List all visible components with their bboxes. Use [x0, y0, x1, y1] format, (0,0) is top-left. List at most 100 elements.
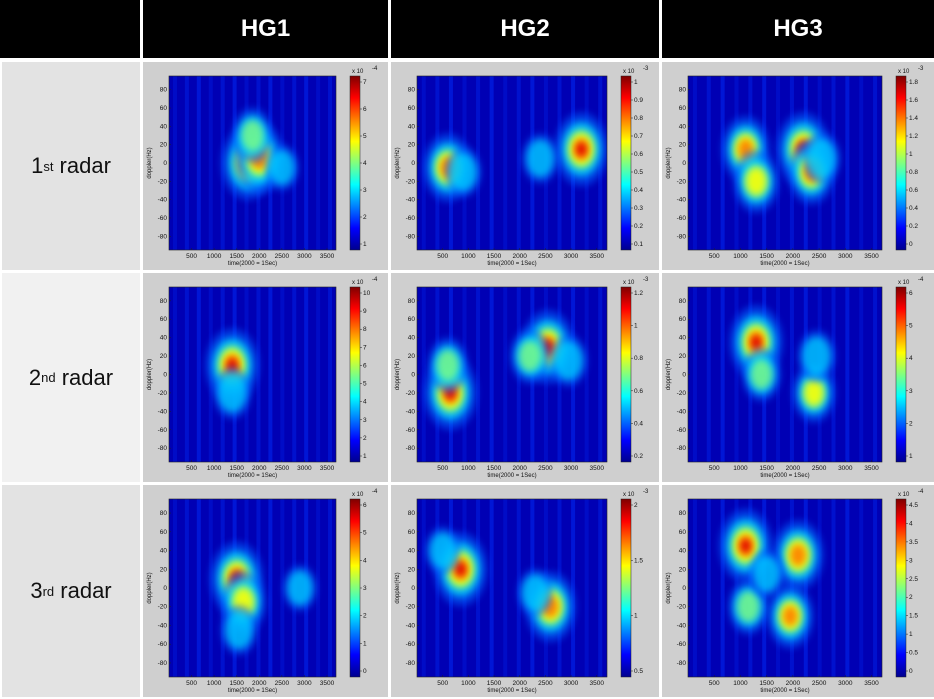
colorbar-tick-label: 0 [363, 668, 367, 675]
x-tick-label: 2500 [538, 465, 553, 472]
colorbar-tick-label: 4 [909, 520, 913, 527]
y-tick-label: -80 [158, 445, 168, 452]
header-corner [0, 0, 140, 58]
x-tick-label: 3500 [320, 465, 335, 472]
texture-stripe [720, 499, 725, 677]
texture-stripe [256, 287, 261, 462]
texture-stripe [706, 499, 711, 677]
colorbar-exponent: x 10 [352, 492, 364, 498]
colorbar-exponent-power: -4 [372, 489, 378, 495]
colorbar-tick-label: 1 [363, 453, 367, 460]
texture-stripe [516, 76, 521, 250]
colorbar [895, 75, 907, 251]
intensity-blob [751, 335, 762, 349]
y-tick-label: 80 [679, 510, 687, 517]
texture-stripe [692, 287, 697, 462]
texture-stripe [845, 76, 850, 250]
y-tick-label: -40 [677, 197, 687, 204]
x-axis-label: time(2000 = 1Sec) [760, 473, 809, 479]
y-tick-label: 20 [408, 566, 416, 573]
texture-stripe [316, 499, 321, 677]
x-tick-label: 3000 [297, 465, 312, 472]
y-tick-label: 20 [679, 566, 687, 573]
texture-stripe [503, 76, 508, 250]
y-axis-label: doppler(Hz) [395, 572, 401, 603]
y-tick-label: 0 [682, 372, 686, 379]
x-tick-label: 500 [437, 253, 448, 260]
y-tick-label: -40 [406, 622, 416, 629]
y-tick-label: -20 [406, 390, 416, 397]
y-tick-label: -60 [158, 215, 168, 222]
colorbar-tick-label: 0.6 [634, 151, 643, 158]
texture-stripe [831, 287, 836, 462]
texture-stripe [859, 499, 864, 677]
x-tick-label: 1500 [487, 680, 502, 687]
x-tick-label: 2000 [786, 680, 801, 687]
texture-stripe [328, 287, 333, 462]
y-tick-label: -40 [158, 408, 168, 415]
x-tick-label: 3500 [320, 253, 335, 260]
x-tick-label: 3500 [864, 680, 879, 687]
colorbar-exponent-power: -3 [643, 277, 649, 283]
colorbar-tick-label: 0.9 [634, 97, 643, 104]
colorbar-tick-label: 0.5 [634, 668, 643, 675]
row-label-suffix: st [43, 158, 54, 174]
row-label-suffix: nd [41, 370, 56, 385]
x-tick-label: 1500 [229, 253, 244, 260]
x-tick-label: 2500 [275, 680, 290, 687]
intensity-blob [455, 562, 466, 576]
x-tick-label: 1500 [229, 465, 244, 472]
x-tick-label: 1500 [229, 680, 244, 687]
colorbar-tick-label: 0.8 [634, 115, 643, 122]
colorbar-exponent-power: -3 [643, 66, 649, 72]
intensity-blob [737, 591, 760, 622]
y-axis-label: doppler(Hz) [666, 572, 672, 603]
texture-stripe [304, 287, 309, 462]
intensity-blob [522, 574, 549, 611]
colorbar-tick-label: 1.2 [909, 133, 918, 140]
texture-stripe [873, 287, 878, 462]
x-tick-label: 1000 [461, 465, 476, 472]
texture-stripe [859, 287, 864, 462]
colorbar-tick-label: 10 [363, 290, 371, 297]
colorbar [620, 75, 632, 251]
colorbar-tick-label: 1 [634, 79, 638, 86]
texture-stripe [196, 499, 201, 677]
colorbar-tick-label: 0 [909, 241, 913, 248]
intensity-blob [518, 340, 542, 372]
x-tick-label: 1000 [733, 465, 748, 472]
colorbar-exponent: x 10 [898, 492, 910, 498]
colorbar [895, 286, 907, 463]
y-tick-label: -40 [406, 408, 416, 415]
y-tick-label: -80 [406, 660, 416, 667]
colorbar-tick-label: 4 [909, 355, 913, 362]
colorbar-exponent: x 10 [623, 69, 635, 75]
texture-stripe [304, 76, 309, 250]
y-tick-label: -20 [406, 178, 416, 185]
texture-stripe [172, 76, 177, 250]
colorbar-tick-label: 2 [363, 613, 367, 620]
y-tick-label: 20 [408, 142, 416, 149]
x-tick-label: 500 [709, 253, 720, 260]
intensity-blob [804, 380, 823, 406]
colorbar-tick-label: 1.5 [634, 557, 643, 564]
y-axis-label: doppler(Hz) [666, 359, 672, 390]
y-axis-label: doppler(Hz) [666, 147, 672, 178]
colorbar-tick-label: 1.2 [634, 290, 643, 297]
x-tick-label: 1500 [487, 465, 502, 472]
texture-stripe [692, 499, 697, 677]
y-tick-label: 0 [682, 160, 686, 167]
x-tick-label: 3500 [320, 680, 335, 687]
spectrogram-panel: 80 60 40 20 0 -20 -40 -60 -80 500 1000 1500 2000 2500… [391, 273, 659, 482]
texture-stripe [184, 499, 189, 677]
x-axis-label: time(2000 = 1Sec) [228, 261, 277, 267]
intensity-blob [429, 532, 456, 569]
x-tick-label: 2000 [252, 680, 267, 687]
colorbar-tick-label: 6 [363, 502, 367, 509]
y-tick-label: -40 [677, 622, 687, 629]
x-tick-label: 1500 [759, 253, 774, 260]
x-axis-label: time(2000 = 1Sec) [760, 261, 809, 267]
